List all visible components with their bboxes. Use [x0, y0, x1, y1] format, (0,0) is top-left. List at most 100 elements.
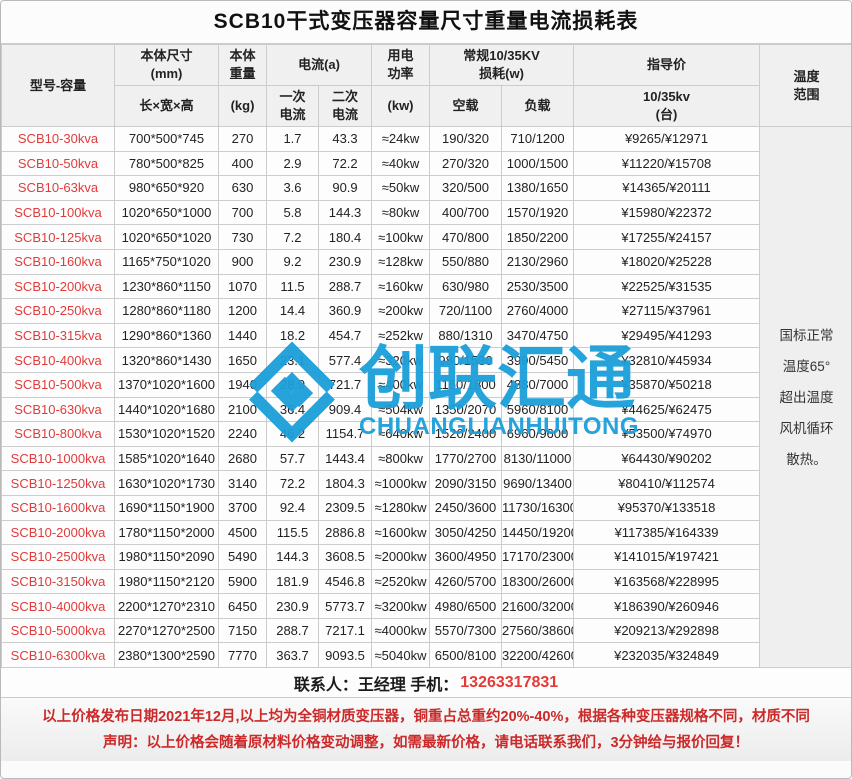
secondary-current-cell: 2309.5 — [317, 494, 373, 521]
price-cell: ¥186390/¥260946 — [573, 593, 761, 619]
contact-phone[interactable]: 13263317831 — [460, 673, 559, 691]
noload-loss-cell: 980/1530 — [429, 347, 503, 373]
dimensions-cell: 1165*750*1020 — [114, 248, 219, 275]
weight-cell: 5490 — [218, 544, 267, 570]
load-loss-cell: 1850/2200 — [501, 224, 575, 250]
model-cell: SCB10-1600kva — [1, 494, 115, 521]
table-row: SCB10-160kva 1165*750*1020 900 9.2 230.9 ≈128… — [1, 248, 852, 275]
model-cell: SCB10-3150kva — [1, 568, 115, 595]
power-cell: ≈128kw — [371, 248, 431, 275]
price-cell: ¥14365/¥20111 — [573, 175, 761, 201]
load-loss-cell: 17170/23000 — [501, 544, 575, 570]
dimensions-cell: 1290*860*1360 — [114, 322, 219, 349]
power-cell: ≈200kw — [371, 298, 431, 324]
noload-loss-cell: 4260/5700 — [429, 568, 503, 595]
price-cell: ¥53500/¥74970 — [573, 421, 761, 447]
power-cell: ≈252kw — [371, 322, 431, 349]
model-cell: SCB10-160kva — [1, 248, 115, 275]
load-loss-cell: 6960/9600 — [501, 421, 575, 447]
price-cell: ¥29495/¥41293 — [573, 322, 761, 349]
noload-loss-cell: 1350/2070 — [429, 396, 503, 423]
noload-loss-cell: 2090/3150 — [429, 470, 503, 496]
table-row: SCB10-200kva 1230*860*1150 1070 11.5 288.7 ≈1… — [1, 273, 852, 300]
dimensions-cell: 1630*1020*1730 — [114, 470, 219, 496]
load-loss-cell: 2760/4000 — [501, 298, 575, 324]
secondary-current-cell: 1443.4 — [317, 445, 373, 472]
disclaimer-line-1: 以上价格发布日期2021年12月,以上均为全铜材质变压器，铜重占总重约20%-4… — [42, 708, 810, 725]
secondary-current-cell: 1154.7 — [317, 421, 373, 447]
price-cell: ¥27115/¥37961 — [573, 298, 761, 324]
primary-current-cell: 230.9 — [266, 593, 319, 619]
noload-loss-cell: 320/500 — [429, 175, 503, 201]
table-row: SCB10-4000kva 2200*1270*2310 6450 230.9 5773… — [1, 593, 852, 619]
secondary-current-cell: 1804.3 — [317, 470, 373, 496]
noload-loss-cell: 630/980 — [429, 273, 503, 300]
model-cell: SCB10-6300kva — [1, 642, 115, 669]
col-header-current-group: 电流(a) — [265, 44, 373, 86]
secondary-current-cell: 5773.7 — [317, 593, 373, 619]
price-cell: ¥141015/¥197421 — [573, 544, 761, 570]
power-cell: ≈3200kw — [371, 593, 431, 619]
weight-cell: 3140 — [218, 470, 267, 496]
load-loss-cell: 18300/26000 — [501, 568, 575, 595]
contact-label: 联系人：王经理 手机： — [293, 676, 459, 694]
col-subheader-secondary-current: 二次 电流 — [317, 85, 373, 127]
price-cell: ¥209213/¥292898 — [573, 617, 761, 644]
primary-current-cell: 2.9 — [266, 150, 319, 177]
weight-cell: 7150 — [218, 617, 267, 644]
power-cell: ≈640kw — [371, 421, 431, 447]
table-row: SCB10-1000kva 1585*1020*1640 2680 57.7 1443.… — [1, 445, 852, 472]
col-header-loss-group: 常规10/35KV 损耗(w) — [429, 44, 575, 86]
dimensions-cell: 1370*1020*1600 — [114, 371, 219, 398]
power-cell: ≈40kw — [371, 150, 431, 177]
col-header-temperature: 温度 范围 — [759, 44, 851, 127]
table-row: SCB10-630kva 1440*1020*1680 2100 36.4 909.4 ≈… — [1, 396, 852, 423]
secondary-current-cell: 577.4 — [317, 347, 373, 373]
weight-cell: 3700 — [218, 494, 267, 521]
secondary-current-cell: 90.9 — [317, 175, 373, 201]
noload-loss-cell: 2450/3600 — [429, 494, 503, 521]
noload-loss-cell: 4980/6500 — [429, 593, 503, 619]
model-cell: SCB10-630kva — [1, 396, 115, 423]
primary-current-cell: 7.2 — [266, 224, 319, 250]
weight-cell: 2240 — [218, 421, 267, 447]
price-cell: ¥117385/¥164339 — [573, 519, 761, 546]
primary-current-cell: 18.2 — [266, 322, 319, 349]
dimensions-cell: 1020*650*1020 — [114, 224, 219, 250]
col-subheader-dimensions: 长×宽×高 — [114, 85, 219, 127]
model-cell: SCB10-5000kva — [1, 617, 115, 644]
price-cell: ¥17255/¥24157 — [573, 224, 761, 250]
weight-cell: 630 — [218, 175, 267, 201]
model-cell: SCB10-200kva — [1, 273, 115, 300]
power-cell: ≈50kw — [371, 175, 431, 201]
weight-cell: 2680 — [218, 445, 267, 472]
spec-table: 型号-容量 本体尺寸 (mm) 本体 重量 电流(a) 用电 功率 常规10/3… — [1, 44, 852, 669]
col-subheader-weight: (kg) — [218, 85, 267, 127]
weight-cell: 5900 — [218, 568, 267, 595]
col-subheader-primary-current: 一次 电流 — [266, 85, 319, 127]
noload-loss-cell: 880/1310 — [429, 322, 503, 349]
model-cell: SCB10-400kva — [1, 347, 115, 373]
dimensions-cell: 1440*1020*1680 — [114, 396, 219, 423]
primary-current-cell: 3.6 — [266, 175, 319, 201]
secondary-current-cell: 721.7 — [317, 371, 373, 398]
power-cell: ≈4000kw — [371, 617, 431, 644]
secondary-current-cell: 230.9 — [317, 248, 373, 275]
model-cell: SCB10-2000kva — [1, 519, 115, 546]
spec-table-body: SCB10-30kva 700*500*745 270 1.7 43.3 ≈24kw 190… — [1, 125, 852, 669]
primary-current-cell: 5.8 — [266, 199, 319, 226]
model-cell: SCB10-50kva — [1, 150, 115, 177]
primary-current-cell: 92.4 — [266, 494, 319, 521]
secondary-current-cell: 454.7 — [317, 322, 373, 349]
spec-table-header: 型号-容量 本体尺寸 (mm) 本体 重量 电流(a) 用电 功率 常规10/3… — [1, 44, 851, 127]
table-row: SCB10-2500kva 1980*1150*2090 5490 144.3 3608… — [1, 544, 852, 570]
power-cell: ≈1280kw — [371, 494, 431, 521]
secondary-current-cell: 909.4 — [317, 396, 373, 423]
power-cell: ≈400kw — [371, 371, 431, 398]
dimensions-cell: 1280*860*1180 — [114, 298, 219, 324]
power-cell: ≈5040kw — [371, 642, 431, 669]
secondary-current-cell: 3608.5 — [317, 544, 373, 570]
price-cell: ¥35870/¥50218 — [573, 371, 761, 398]
power-cell: ≈80kw — [371, 199, 431, 226]
noload-loss-cell: 1770/2700 — [429, 445, 503, 472]
